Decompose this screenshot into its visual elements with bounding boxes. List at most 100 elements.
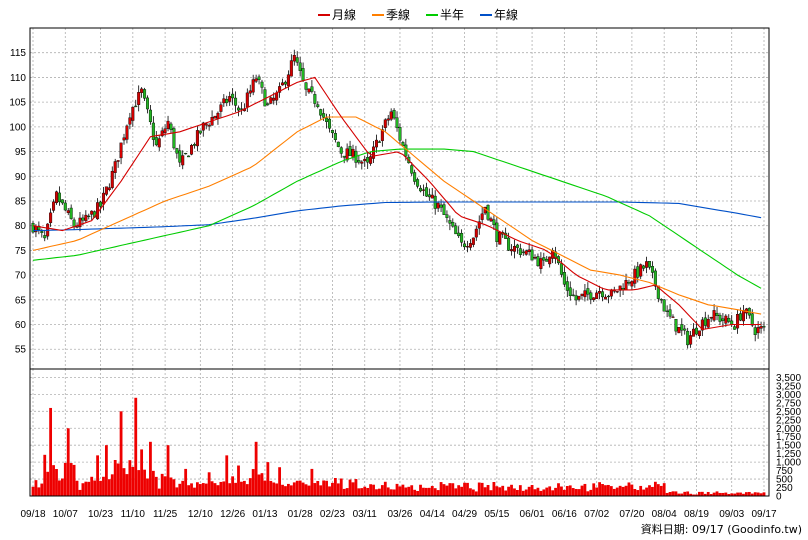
candle-body <box>741 310 745 322</box>
volume-bar <box>565 486 569 496</box>
legend-label-2: 半年 <box>440 8 464 22</box>
candle-body <box>539 258 543 269</box>
volume-bar <box>648 485 651 496</box>
volume-tick-label: 250 <box>776 483 793 494</box>
candle-body <box>636 266 640 278</box>
volume-bar <box>219 481 223 496</box>
volume-bar <box>671 491 675 496</box>
candle-body <box>427 194 431 198</box>
volume-bar <box>739 492 742 496</box>
candle-body <box>518 248 522 255</box>
candle-body <box>301 68 305 81</box>
candle-body <box>762 326 766 328</box>
candle-body <box>639 264 643 277</box>
volume-bar <box>557 483 560 496</box>
candle-body <box>680 324 684 331</box>
candle-body <box>348 146 352 156</box>
candle-body <box>272 97 276 101</box>
volume-bar <box>339 478 343 496</box>
candle-body <box>536 256 540 267</box>
volume-bar <box>313 483 317 496</box>
candle-body <box>43 235 47 239</box>
volume-bar <box>357 488 361 496</box>
volume-bar <box>275 483 279 496</box>
volume-bar <box>102 476 105 496</box>
volume-bar <box>325 480 328 496</box>
volume-bar <box>169 477 173 496</box>
volume-tick-label: 3,250 <box>776 381 801 392</box>
date-tick-label: 10/07 <box>53 509 78 520</box>
volume-bar <box>225 455 229 496</box>
volume-bar <box>507 486 510 496</box>
volume-bar <box>706 491 710 496</box>
candle-body <box>442 204 446 215</box>
candle-body <box>665 310 669 312</box>
volume-bar <box>287 483 290 496</box>
volume-bar <box>389 489 393 496</box>
candle-body <box>254 78 258 82</box>
volume-bar <box>234 482 237 496</box>
price-tick-label: 75 <box>15 246 27 257</box>
volume-panel-frame <box>29 368 770 497</box>
volume-bar <box>750 493 754 496</box>
volume-bar <box>521 490 525 496</box>
legend-label-1: 季線 <box>386 7 410 22</box>
volume-bar <box>677 493 681 496</box>
candle-body <box>52 201 56 211</box>
candle-body <box>283 81 287 85</box>
volume-bar <box>407 486 411 496</box>
volume-bar <box>372 484 375 496</box>
candle-body <box>360 161 364 164</box>
candle-body <box>662 299 666 312</box>
candle-body <box>289 60 293 77</box>
volume-bar <box>175 487 179 496</box>
date-tick-label: 07/02 <box>584 509 609 520</box>
volume-bar <box>413 489 417 496</box>
volume-bar <box>410 485 414 496</box>
candle-body <box>759 326 763 329</box>
candle-body <box>683 328 687 331</box>
candle-body <box>606 295 610 298</box>
volume-bar <box>433 488 437 496</box>
volume-bar <box>554 487 557 496</box>
volume-bar <box>583 483 587 496</box>
volume-bar <box>489 490 493 496</box>
candle-body <box>69 207 73 219</box>
volume-bar <box>193 487 196 496</box>
volume-bar <box>633 488 637 496</box>
volume-bar <box>81 483 85 496</box>
volume-bar <box>527 486 531 496</box>
candle-body <box>492 219 496 226</box>
candle-body <box>266 103 270 105</box>
volume-bar <box>662 483 666 496</box>
volume-bar <box>653 481 657 496</box>
candle-body <box>78 217 82 228</box>
volume-tick-label: 1,750 <box>776 432 801 443</box>
candle-body <box>178 150 182 163</box>
volume-bar <box>31 486 35 496</box>
volume-bar <box>110 474 114 496</box>
candle-body <box>530 249 534 261</box>
volume-bar <box>78 489 82 496</box>
volume-bar <box>242 480 246 496</box>
volume-bar <box>730 493 734 496</box>
volume-bar <box>240 481 243 496</box>
candle-body <box>521 251 525 253</box>
candle-body <box>366 157 370 163</box>
candle-body <box>436 202 440 209</box>
candle-body <box>753 327 757 336</box>
candle-body <box>674 319 678 332</box>
volume-bar <box>651 486 654 496</box>
date-tick-label: 09/17 <box>751 509 776 520</box>
volume-bar <box>607 484 610 496</box>
candle-body <box>715 312 719 316</box>
price-tick-label: 115 <box>10 48 26 59</box>
price-panel-frame <box>29 27 770 370</box>
ma-year-line <box>32 201 762 232</box>
date-tick-label: 06/16 <box>552 509 577 520</box>
volume-bar <box>656 484 660 496</box>
volume-bar <box>463 482 466 496</box>
volume-bar <box>700 491 704 496</box>
candle-body <box>653 270 657 287</box>
candle-body <box>721 318 725 321</box>
